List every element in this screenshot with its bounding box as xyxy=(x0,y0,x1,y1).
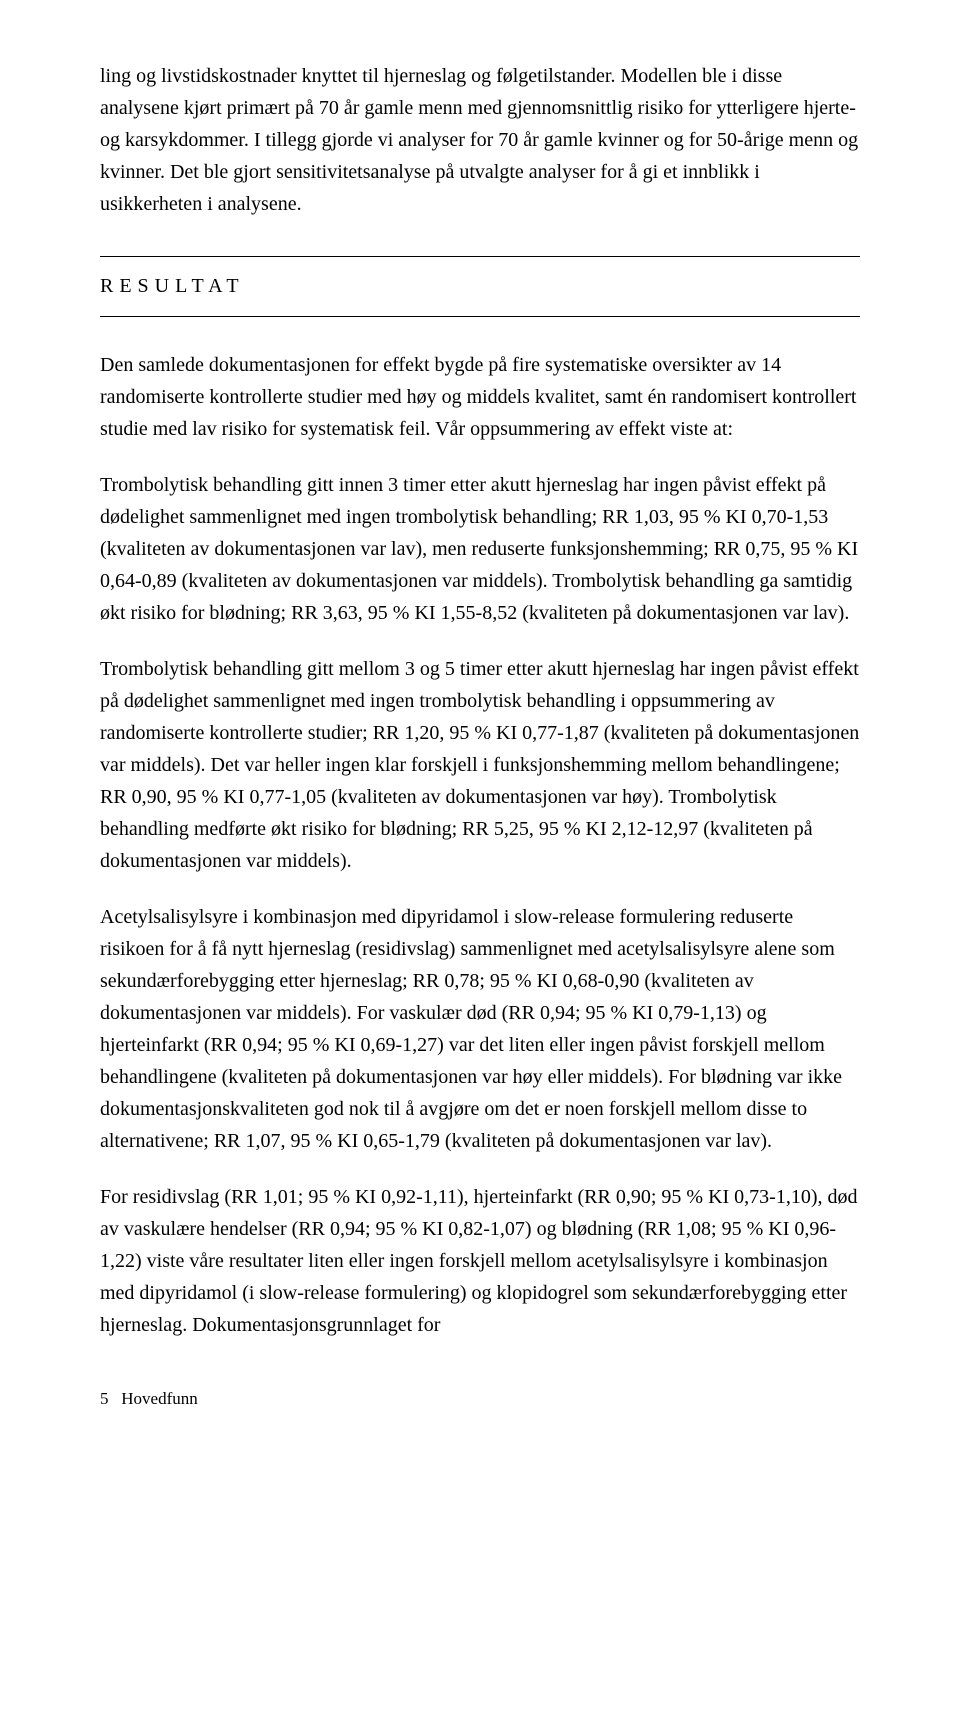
page-number: 5 xyxy=(100,1389,109,1408)
footer-section-label: Hovedfunn xyxy=(121,1389,197,1408)
result-paragraph-1: Den samlede dokumentasjonen for effekt b… xyxy=(100,349,860,445)
section-heading-block: RESULTAT xyxy=(100,256,860,317)
result-paragraph-4: Acetylsalisylsyre i kombinasjon med dipy… xyxy=(100,901,860,1157)
result-paragraph-3: Trombolytisk behandling gitt mellom 3 og… xyxy=(100,653,860,877)
section-heading: RESULTAT xyxy=(100,256,860,317)
page-footer: 5 Hovedfunn xyxy=(100,1389,860,1409)
result-paragraph-5: For residivslag (RR 1,01; 95 % KI 0,92-1… xyxy=(100,1181,860,1341)
result-paragraph-2: Trombolytisk behandling gitt innen 3 tim… xyxy=(100,469,860,629)
intro-paragraph: ling og livstidskostnader knyttet til hj… xyxy=(100,60,860,220)
document-page: ling og livstidskostnader knyttet til hj… xyxy=(0,0,960,1449)
